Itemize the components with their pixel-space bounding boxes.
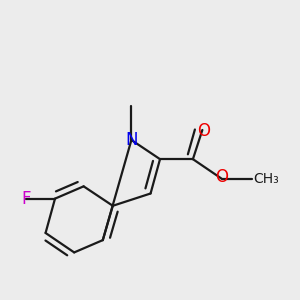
Text: O: O (215, 168, 228, 186)
Text: F: F (22, 190, 31, 208)
Text: CH₃: CH₃ (253, 172, 279, 186)
Text: N: N (125, 131, 138, 149)
Text: O: O (197, 122, 210, 140)
